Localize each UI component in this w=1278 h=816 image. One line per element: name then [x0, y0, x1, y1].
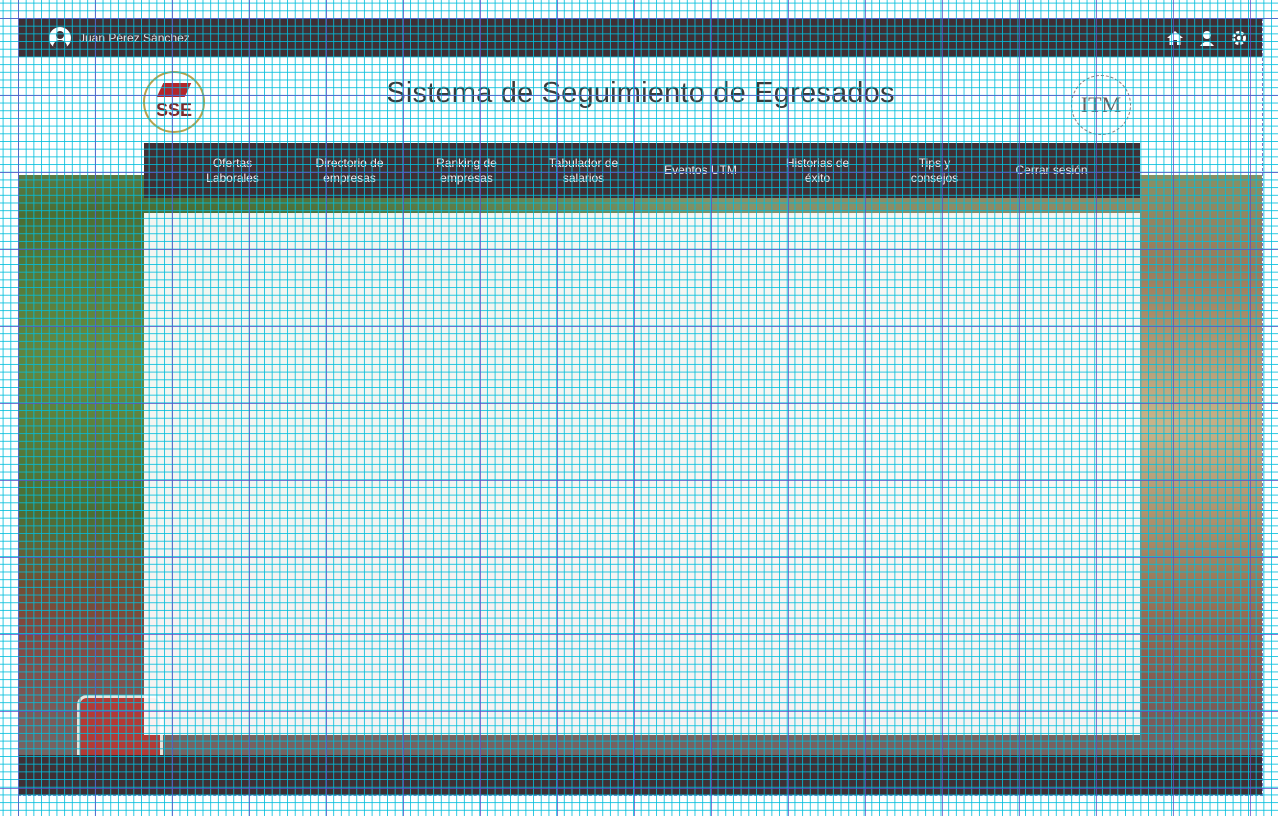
top-bar: Juan Pérez Sánchez [19, 19, 1262, 57]
user-profile-icon[interactable] [1198, 29, 1216, 47]
nav-eventos[interactable]: Eventos UTM [664, 163, 737, 177]
nav-historias-exito[interactable]: Historias de éxito [785, 155, 850, 185]
nav-ranking-empresas[interactable]: Ranking de empresas [436, 155, 497, 185]
avatar-icon [49, 27, 71, 49]
nav-tips-consejos[interactable]: Tips y consejos [910, 155, 959, 185]
nav-directorio-empresas[interactable]: Directorio de empresas [315, 155, 384, 185]
nav-cerrar-sesion[interactable]: Cerrar sesión [1015, 163, 1088, 177]
app-frame: Juan Pérez Sánchez SSE Sistema de Seguim… [18, 18, 1263, 796]
home-icon[interactable] [1166, 29, 1184, 47]
content-panel [144, 213, 1140, 735]
institution-seal-logo: ITM [1071, 75, 1131, 135]
user-name: Juan Pérez Sánchez [79, 31, 190, 45]
nav-ofertas-laborales[interactable]: Ofertas Laborales [206, 155, 259, 185]
settings-gear-icon[interactable] [1230, 29, 1248, 47]
user-info[interactable]: Juan Pérez Sánchez [49, 27, 190, 49]
top-bar-icons [1166, 29, 1248, 47]
footer-bar [19, 755, 1262, 795]
main-navigation: Ofertas Laborales Directorio de empresas… [144, 143, 1140, 198]
nav-tabulador-salarios[interactable]: Tabulador de salarios [548, 155, 619, 185]
